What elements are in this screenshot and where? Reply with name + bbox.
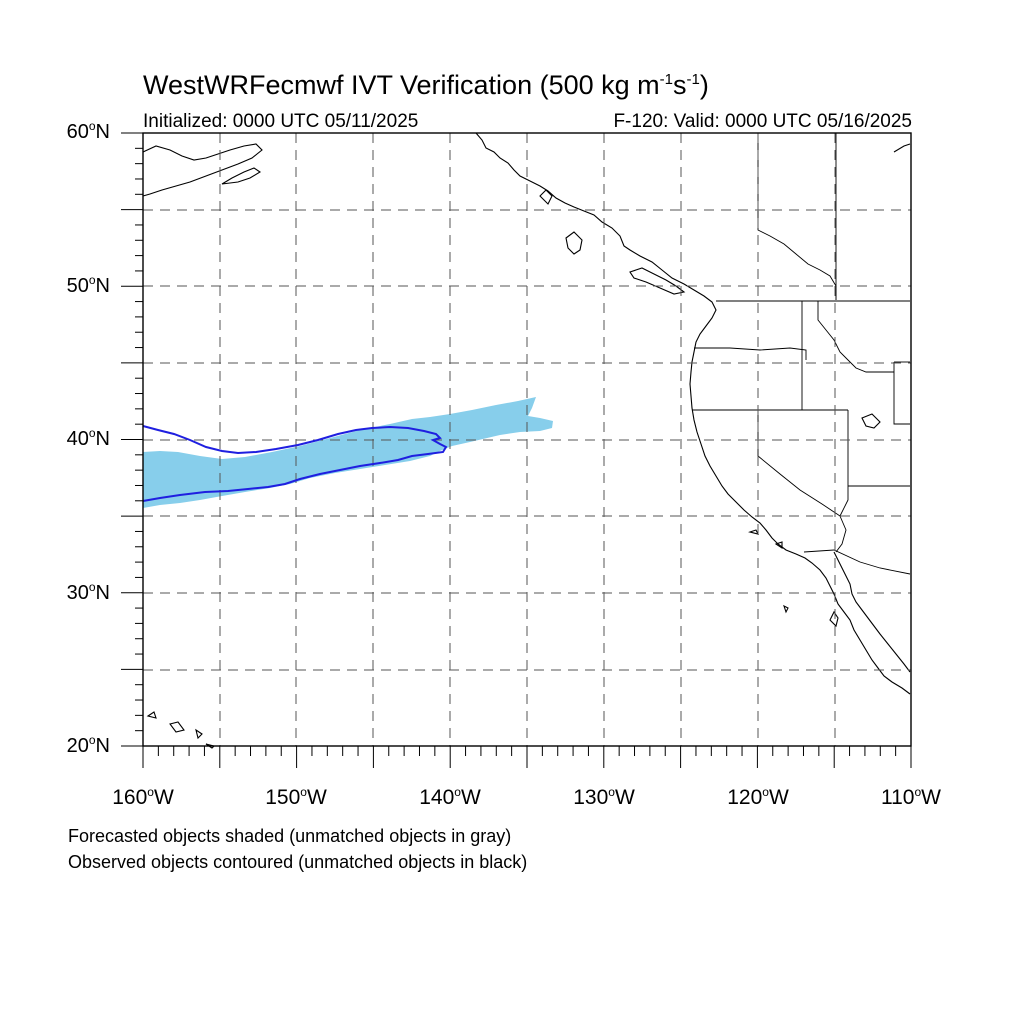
axis-ticks (121, 132, 912, 768)
lat-label-50n: 50oN (66, 273, 110, 297)
initialized-time: Initialized: 0000 UTC 05/11/2025 (143, 111, 419, 132)
lat-label-40n: 40oN (66, 426, 110, 450)
lon-label-110w: 110oW (881, 785, 941, 809)
lon-label-120w: 120oW (727, 785, 789, 809)
valid-time: F-120: Valid: 0000 UTC 05/16/2025 (613, 111, 912, 132)
caption-forecast: Forecasted objects shaded (unmatched obj… (68, 826, 512, 846)
coastlines (142, 132, 911, 749)
lat-label-60n: 60oN (66, 119, 110, 143)
gridlines (143, 133, 911, 746)
lon-label-140w: 140oW (419, 785, 481, 809)
lat-label-20n: 20oN (66, 733, 110, 757)
lat-label-30n: 30oN (66, 580, 110, 604)
political-boundaries (692, 133, 911, 575)
lon-label-130w: 130oW (573, 785, 635, 809)
observed-ivt-contour (142, 425, 448, 502)
lon-label-150w: 150oW (265, 785, 327, 809)
map-title: WestWRFecmwf IVT Verification (500 kg m-… (143, 70, 709, 100)
caption-observed: Observed objects contoured (unmatched ob… (68, 852, 528, 872)
lon-label-160w: 160oW (112, 785, 174, 809)
